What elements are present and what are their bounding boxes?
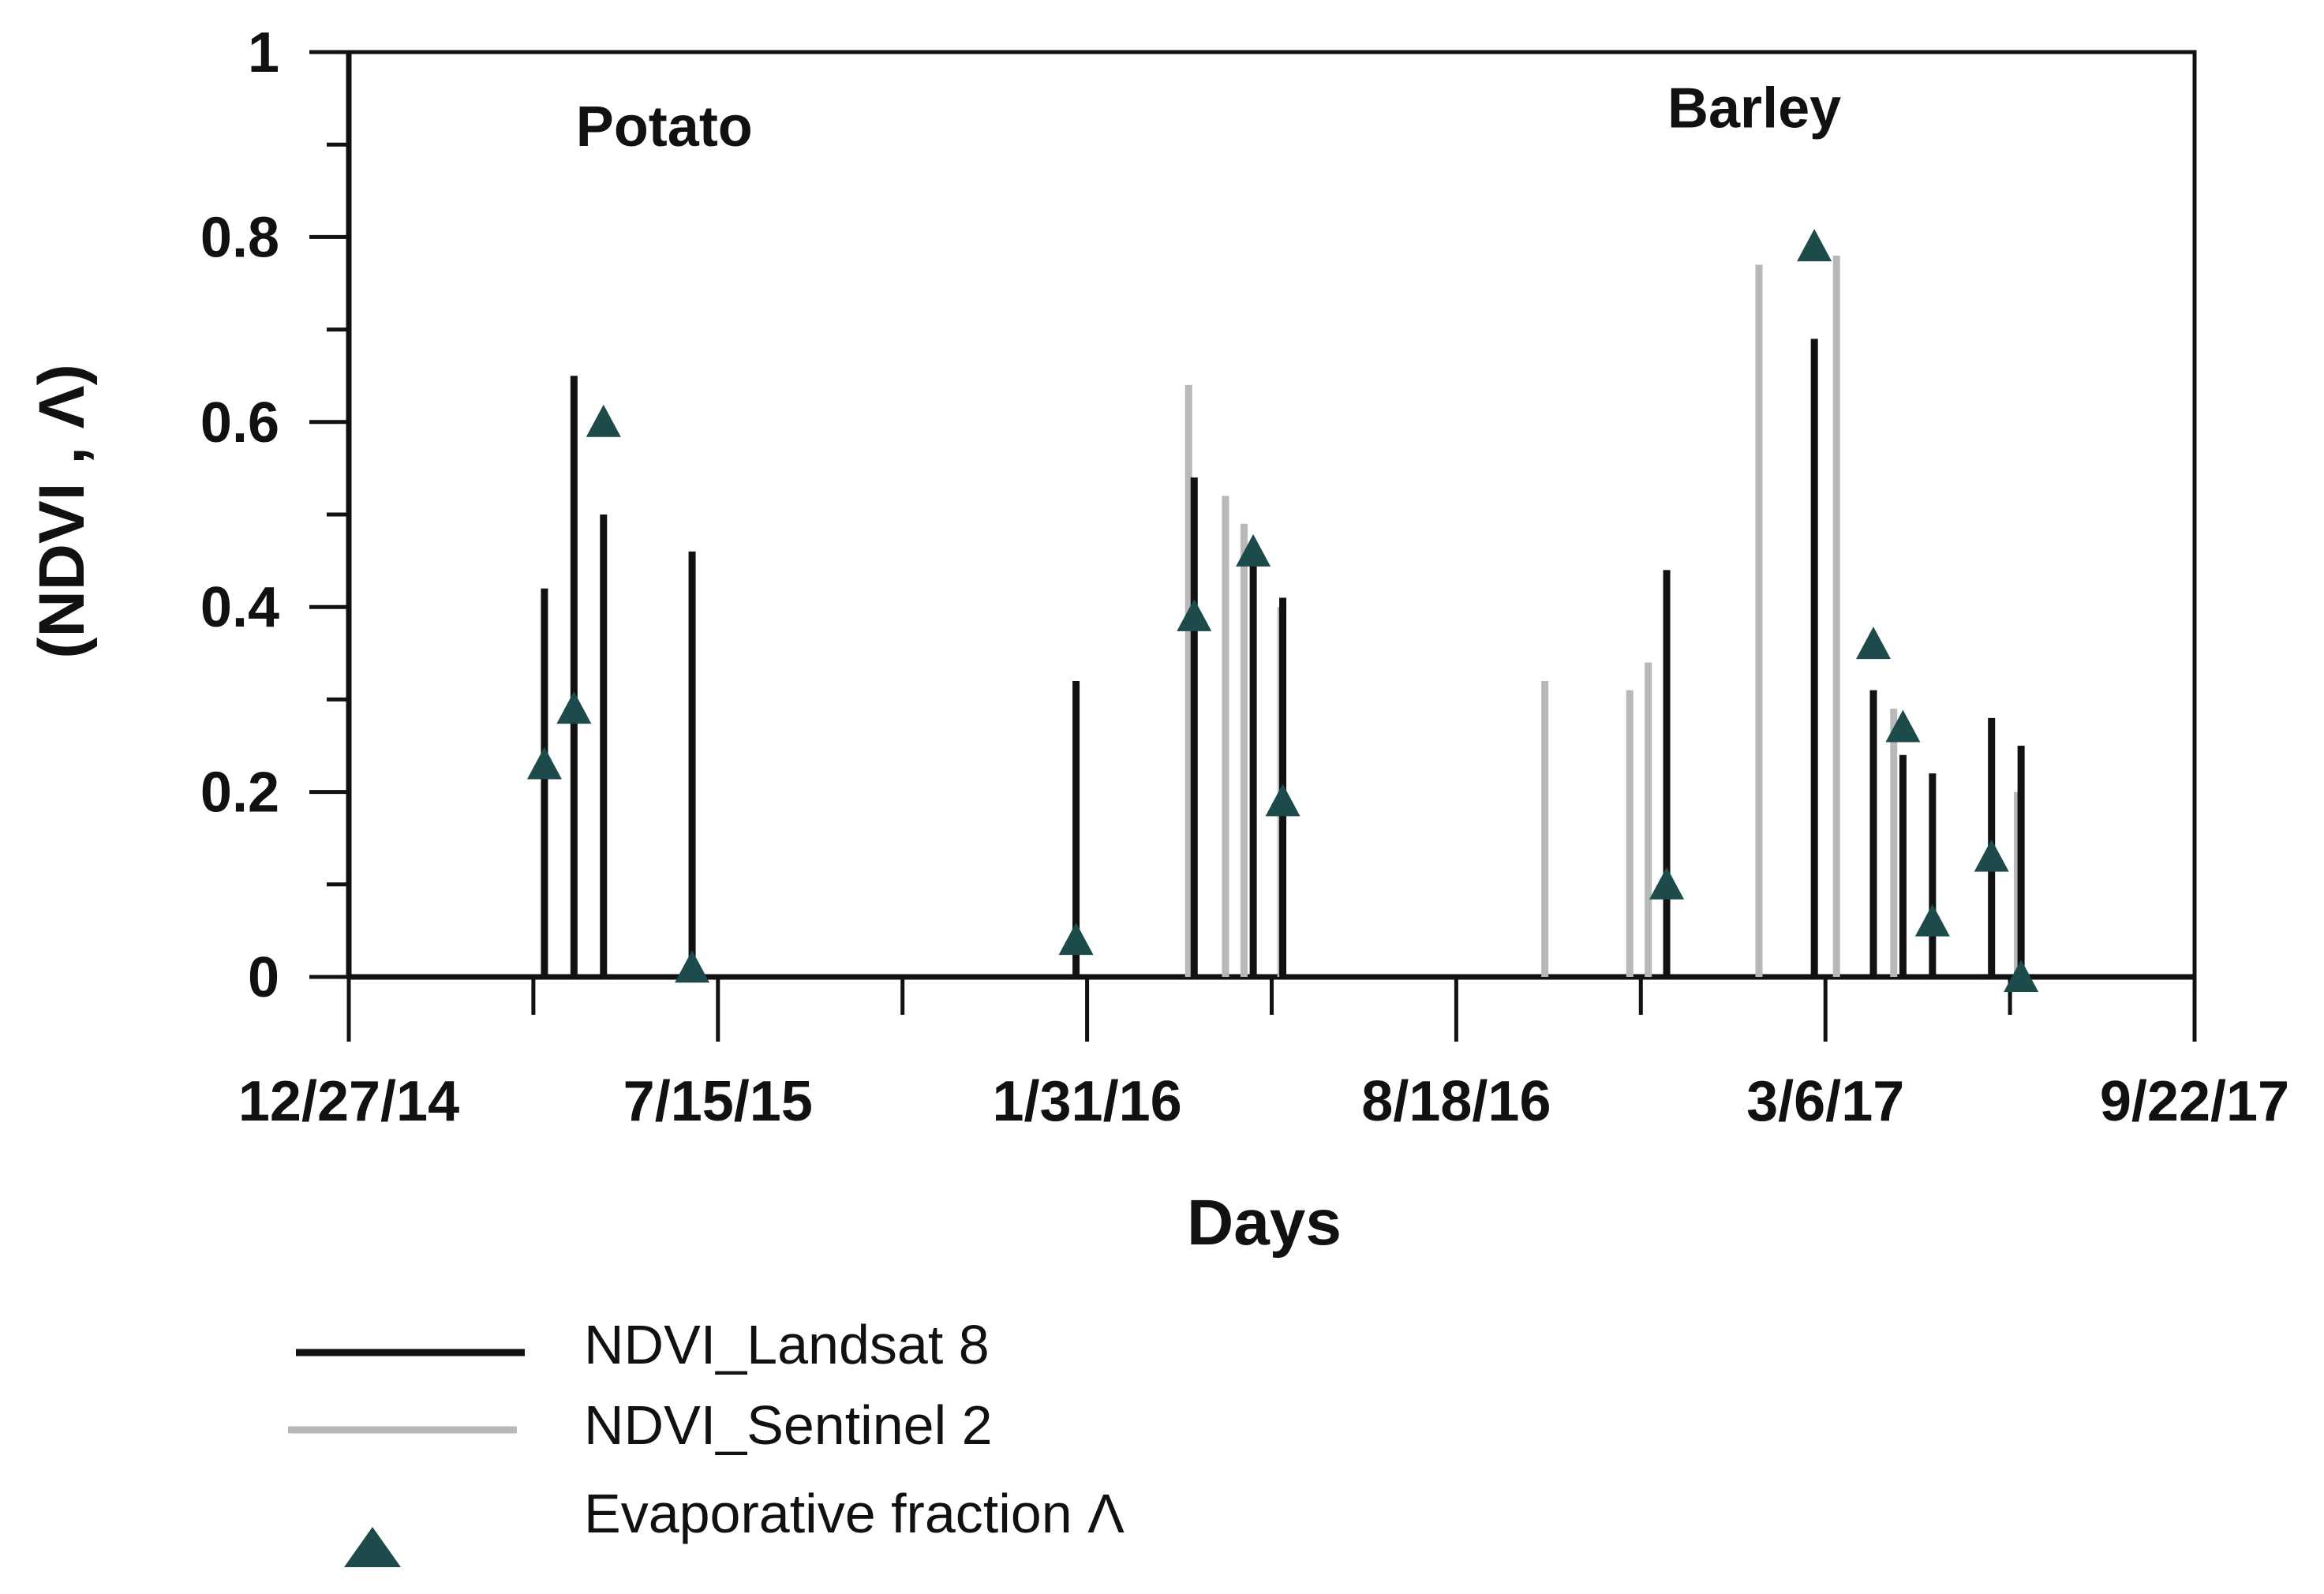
y-axis-ticks: 0 0.2 0.4 0.6 0.8 1 [200, 21, 349, 1009]
x-tick-label: 9/22/17 [2100, 1070, 2289, 1133]
evaporative-fraction-marker [556, 691, 592, 724]
evaporative-fraction-marker [1797, 229, 1832, 262]
evaporative-fraction-marker [1856, 627, 1892, 660]
evaporative-fraction-marker [1885, 709, 1921, 743]
y-tick-label: 0.8 [200, 206, 279, 269]
evaporative-fraction-marker [1649, 866, 1685, 900]
evaporative-fraction-marker [586, 404, 621, 437]
evaporative-fraction-marker [1974, 839, 2009, 872]
evaporative-fraction-marker [1265, 784, 1300, 817]
x-axis-title: Days [1187, 1187, 1342, 1259]
annotation-barley: Barley [1667, 77, 1841, 140]
evaporative-fraction-marker [675, 950, 710, 983]
y-tick-label: 0.2 [200, 761, 279, 825]
x-axis-ticks: 12/27/14 7/15/15 1/31/16 8/18/16 3/6/17 9/22/… [238, 977, 2289, 1133]
legend-label-landsat: NDVI_Landsat 8 [584, 1314, 990, 1375]
legend: NDVI_Landsat 8 NDVI_Sentinel 2 Evaporati… [288, 1314, 1125, 1567]
x-tick-label: 8/18/16 [1361, 1070, 1551, 1133]
evaporative-fraction-marker [1058, 922, 1094, 956]
evaporative-fraction-marker [1177, 598, 1212, 631]
y-axis-title: (NDVI , Λ) [26, 364, 98, 659]
annotation-potato: Potato [576, 95, 753, 159]
y-tick-label: 0 [248, 946, 279, 1009]
plot-frame [346, 50, 2197, 980]
x-tick-label: 1/31/16 [992, 1070, 1181, 1133]
x-tick-label: 7/15/15 [623, 1070, 813, 1133]
legend-label-evaporative-fraction: Evaporative fraction Λ [584, 1483, 1125, 1544]
x-tick-label: 12/27/14 [238, 1070, 459, 1133]
evaporative-fraction-marker [526, 746, 562, 780]
evaporative-fraction-marker [1914, 904, 1950, 937]
ndvi-sticks [541, 255, 2025, 977]
y-tick-label: 0.4 [200, 576, 279, 639]
y-tick-label: 1 [248, 21, 279, 84]
evaporative-fraction-markers [526, 229, 2039, 992]
legend-label-sentinel: NDVI_Sentinel 2 [584, 1394, 993, 1456]
plot-area-border [346, 50, 2197, 979]
y-tick-label: 0.6 [200, 391, 279, 455]
x-tick-label: 3/6/17 [1746, 1070, 1904, 1133]
evaporative-fraction-marker [2004, 960, 2039, 992]
legend-swatch-evaporative-fraction [344, 1527, 401, 1567]
evaporative-fraction-marker [1236, 533, 1271, 567]
